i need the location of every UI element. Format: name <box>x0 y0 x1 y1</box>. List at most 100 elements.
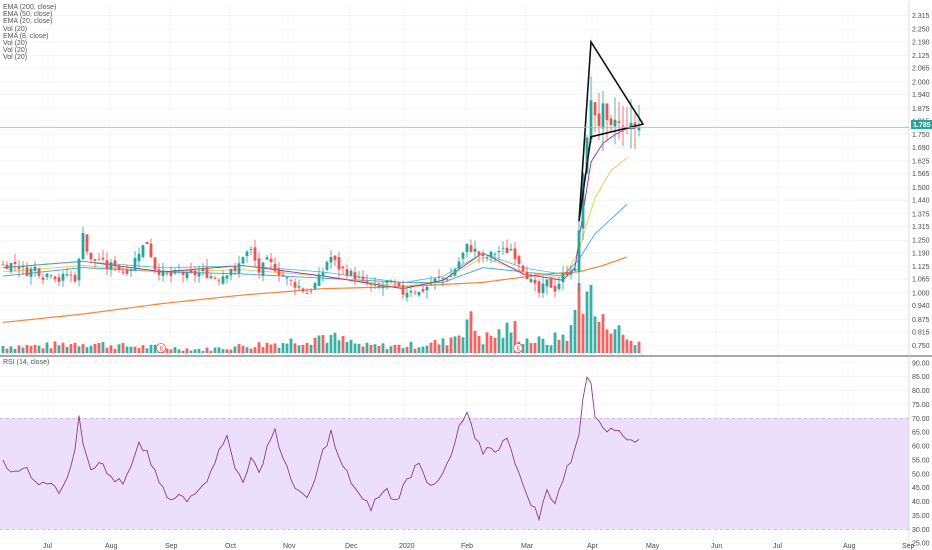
volume-bar <box>493 337 497 353</box>
candle-body <box>177 270 181 272</box>
volume-bar <box>565 340 569 353</box>
rsi-tick-label: 85.00 <box>912 374 930 381</box>
candle-body <box>153 257 157 270</box>
volume-bar <box>301 344 305 353</box>
rsi-axis[interactable]: 90.00 85.00 80.00 75.00 70.00 65.00 60.00 55.00… <box>912 360 930 547</box>
candle-body <box>597 113 601 127</box>
candle-body <box>209 276 213 279</box>
y-tick-label: 0.875 <box>912 317 930 324</box>
volume-bar <box>501 337 505 353</box>
volume-bar <box>409 341 413 353</box>
candle-body <box>269 258 273 263</box>
candle-body <box>561 273 565 283</box>
x-tick-label: Aug <box>105 543 118 550</box>
volume-bar <box>317 335 321 353</box>
volume-bar <box>197 348 201 353</box>
volume-bar <box>9 346 13 353</box>
candle-body <box>373 284 377 286</box>
candle-body <box>313 283 317 289</box>
volume-bar <box>413 348 417 353</box>
volume-bar <box>21 347 25 353</box>
volume-bar <box>45 342 49 353</box>
legend-item[interactable]: EMA (20, close) <box>3 18 53 26</box>
legend-item[interactable]: EMA (50, close) <box>3 11 53 19</box>
volume-bar <box>553 332 557 353</box>
volume-bar <box>269 344 273 353</box>
volume-bar <box>297 345 301 353</box>
candle-body <box>397 282 401 286</box>
earnings-markers[interactable]: E E <box>156 343 523 353</box>
candle-body <box>221 276 225 284</box>
volume-bar <box>293 343 297 353</box>
rsi-tick-label: 70.00 <box>912 416 930 423</box>
volume-bar <box>73 342 77 353</box>
candle-body <box>77 258 81 281</box>
candle-body <box>593 102 597 116</box>
candle-body <box>81 232 85 260</box>
rsi-legend[interactable]: RSI (14, close) <box>3 359 50 366</box>
rsi-tick-label: 75.00 <box>912 402 930 409</box>
candle-body <box>581 173 585 229</box>
candle-body <box>429 283 433 285</box>
volume-bar <box>113 348 117 353</box>
volume-bar <box>505 322 509 353</box>
volume-bar <box>205 347 209 353</box>
volume-bar <box>341 336 345 353</box>
price-tag: 1.785 <box>911 120 932 129</box>
legend-item[interactable]: EMA (8, close) <box>3 32 49 40</box>
candle-body <box>497 250 501 253</box>
volume-bar <box>289 338 293 353</box>
candle-body <box>529 279 533 282</box>
candles <box>1 76 641 302</box>
time-axis[interactable]: Jul Aug Sep Oct Nov Dec 2020 Feb Mar Apr May Jun Jul… <box>43 543 915 550</box>
volume-bar <box>173 347 177 353</box>
candle-body <box>33 266 37 271</box>
volume-bar <box>201 350 205 353</box>
volume-bar <box>325 342 329 353</box>
legend-item[interactable]: Vol (20) <box>3 40 28 48</box>
legend-item[interactable]: Vol (20) <box>3 47 28 55</box>
candle-body <box>569 270 573 275</box>
volume-bar <box>145 348 149 353</box>
x-tick-label: Apr <box>587 543 599 550</box>
x-tick-label: Jun <box>711 543 722 550</box>
candle-body <box>541 283 545 294</box>
volume-bar <box>521 344 525 353</box>
legend-item[interactable]: Vol (20) <box>3 25 28 33</box>
candle-body <box>29 268 33 277</box>
volume-bar <box>465 319 469 353</box>
candle-body <box>249 248 253 250</box>
volume-bar <box>477 335 481 353</box>
volume-bar <box>261 347 265 353</box>
y-tick-label: 0.750 <box>912 343 930 350</box>
volume-bar <box>193 349 197 353</box>
candle-body <box>165 273 169 275</box>
y-tick-label: 1.250 <box>912 238 930 245</box>
volume-bar <box>13 348 17 353</box>
candle-body <box>61 273 65 281</box>
candle-body <box>41 277 45 280</box>
candle-body <box>73 275 77 282</box>
volume-bar <box>137 348 141 353</box>
volume-bar <box>557 339 561 353</box>
x-tick-label: Nov <box>283 543 296 550</box>
legend-item[interactable]: EMA (200, close) <box>3 4 57 11</box>
candle-body <box>189 269 193 273</box>
candle-body <box>473 248 477 252</box>
volume-bar <box>337 340 341 353</box>
candle-body <box>237 263 241 274</box>
volume-bar <box>85 347 89 353</box>
candle-body <box>337 257 341 270</box>
rsi-tick-label: 65.00 <box>912 430 930 437</box>
volume-bar <box>533 342 537 353</box>
candle-body <box>105 260 109 270</box>
volume-bar <box>433 339 437 353</box>
volume-bar <box>585 291 589 353</box>
volume-bar <box>593 316 597 353</box>
candle-body <box>93 259 97 261</box>
candle-body <box>621 125 625 127</box>
rsi-tick-label: 55.00 <box>912 457 930 464</box>
y-tick-label: 2.000 <box>912 79 930 86</box>
legend-item[interactable]: Vol (20) <box>3 54 28 62</box>
